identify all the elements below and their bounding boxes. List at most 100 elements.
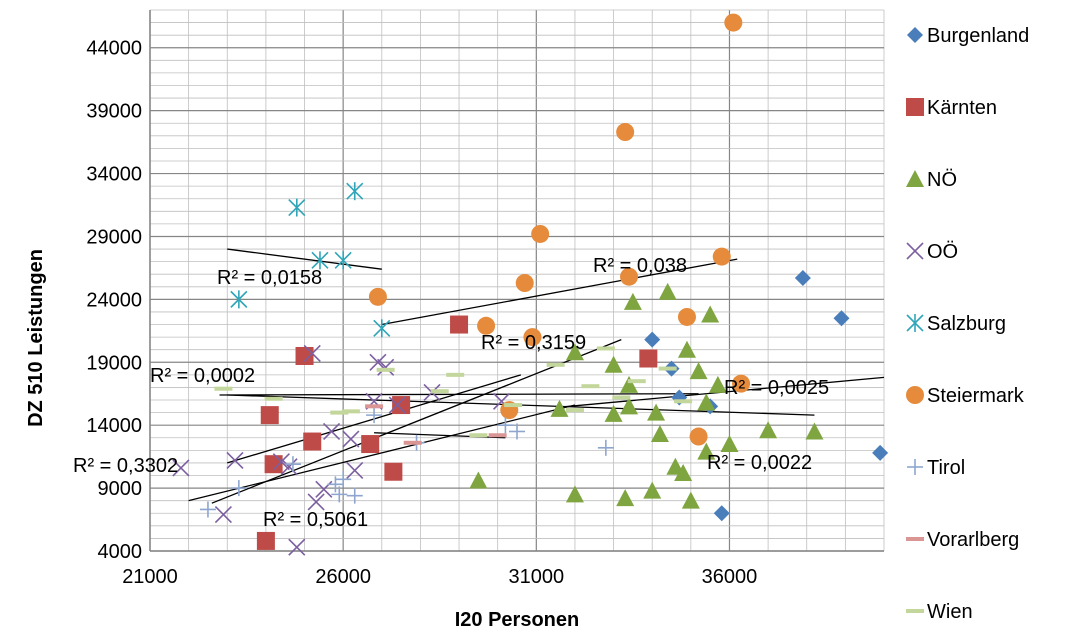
y-tick-label: 14000 — [86, 415, 142, 437]
data-point — [307, 493, 325, 511]
data-point — [732, 374, 751, 393]
x-axis-title: I20 Personen — [455, 609, 580, 631]
trendline-kärnten — [188, 404, 576, 502]
data-point — [497, 417, 514, 434]
data-point — [346, 487, 363, 504]
data-point — [643, 481, 662, 499]
legend-marker — [906, 609, 924, 613]
data-point — [658, 366, 677, 371]
data-point — [623, 292, 642, 310]
legend-item-burgenland: Burgenland — [907, 25, 1029, 47]
data-point — [469, 433, 488, 438]
data-point — [724, 13, 743, 32]
data-point — [335, 471, 352, 488]
y-tick-label: 4000 — [98, 541, 143, 563]
data-point — [708, 375, 727, 393]
data-point — [346, 182, 364, 201]
data-point — [720, 435, 739, 453]
data-points — [172, 13, 889, 556]
series-vorarlberg — [365, 404, 507, 445]
data-point — [230, 290, 248, 309]
data-point — [531, 224, 550, 243]
data-point — [342, 430, 360, 448]
data-point — [323, 422, 341, 441]
legend-item-nö: NÖ — [906, 169, 957, 191]
data-point — [674, 399, 693, 404]
data-point — [674, 463, 693, 481]
legend-marker — [907, 459, 923, 475]
data-point — [604, 404, 623, 422]
data-point — [199, 501, 216, 518]
data-point — [712, 247, 731, 266]
y-tick-label: 24000 — [86, 289, 142, 311]
series-kärnten — [256, 315, 658, 550]
data-point — [260, 406, 279, 425]
data-point — [280, 458, 298, 476]
data-point — [288, 538, 306, 556]
series-nö — [469, 282, 824, 509]
legend-item-salzburg: Salzburg — [906, 313, 1006, 335]
r2-label-oö: R² = 0,3159 — [481, 332, 586, 354]
data-point — [230, 480, 247, 497]
data-point — [369, 353, 387, 371]
data-point — [172, 459, 190, 477]
data-point — [284, 456, 301, 473]
data-point — [697, 442, 716, 460]
data-point — [677, 307, 696, 326]
legend-item-kärnten: Kärnten — [906, 97, 997, 119]
data-point — [597, 439, 614, 456]
legend-label: Burgenland — [927, 25, 1029, 47]
data-point — [214, 505, 232, 524]
series-wien — [214, 346, 693, 438]
data-point — [288, 198, 306, 217]
data-point — [214, 386, 233, 391]
data-point — [488, 433, 507, 438]
legend-label: Salzburg — [927, 313, 1006, 335]
data-point — [365, 404, 384, 409]
legend-item-vorarlberg: Vorarlberg — [906, 529, 1019, 551]
legend-item-wien: Wien — [906, 601, 973, 623]
y-tick-label: 39000 — [86, 101, 142, 123]
data-point — [565, 408, 584, 413]
trendline-salzburg — [227, 248, 382, 270]
data-point — [620, 375, 639, 393]
legend-label: Vorarlberg — [927, 529, 1019, 551]
data-point — [373, 319, 391, 338]
y-tick-label: 44000 — [86, 38, 142, 60]
x-tick-label: 21000 — [122, 566, 178, 588]
data-point — [697, 393, 716, 411]
data-point — [264, 396, 283, 401]
data-point — [303, 344, 321, 363]
data-point — [272, 453, 290, 471]
legend-marker — [907, 27, 923, 43]
data-point — [523, 328, 542, 347]
data-point — [509, 423, 525, 440]
legend-marker — [906, 242, 924, 260]
data-point — [330, 410, 349, 415]
x-tick-label: 36000 — [702, 566, 758, 588]
data-point — [334, 251, 352, 270]
y-tick-label: 9000 — [98, 478, 143, 500]
r2-label-burgenland: R² = 0,0022 — [707, 452, 812, 474]
data-point — [377, 358, 395, 376]
data-point — [368, 287, 387, 306]
legend-label: NÖ — [927, 169, 957, 191]
data-point — [644, 331, 661, 348]
data-point — [388, 396, 406, 414]
data-point — [504, 403, 523, 408]
y-tick-label: 29000 — [86, 226, 142, 248]
legend-label: Tirol — [927, 457, 965, 479]
data-point — [650, 424, 669, 442]
legend-item-steiermark: Steiermark — [906, 385, 1025, 407]
data-point — [612, 395, 631, 400]
r2-labels: R² = 0,0022 R² = 0,3302 R² = 0,0025 R² = 0,… — [73, 255, 829, 531]
x-tick-label: 26000 — [315, 566, 371, 588]
data-point — [403, 440, 422, 445]
legend-label: OÖ — [927, 241, 958, 263]
data-point — [392, 396, 411, 415]
trendline-tirol — [211, 339, 622, 504]
r2-label-nö: R² = 0,0025 — [724, 377, 829, 399]
data-point — [658, 282, 677, 300]
data-point — [616, 489, 635, 507]
trendline-steiermark — [381, 258, 738, 326]
